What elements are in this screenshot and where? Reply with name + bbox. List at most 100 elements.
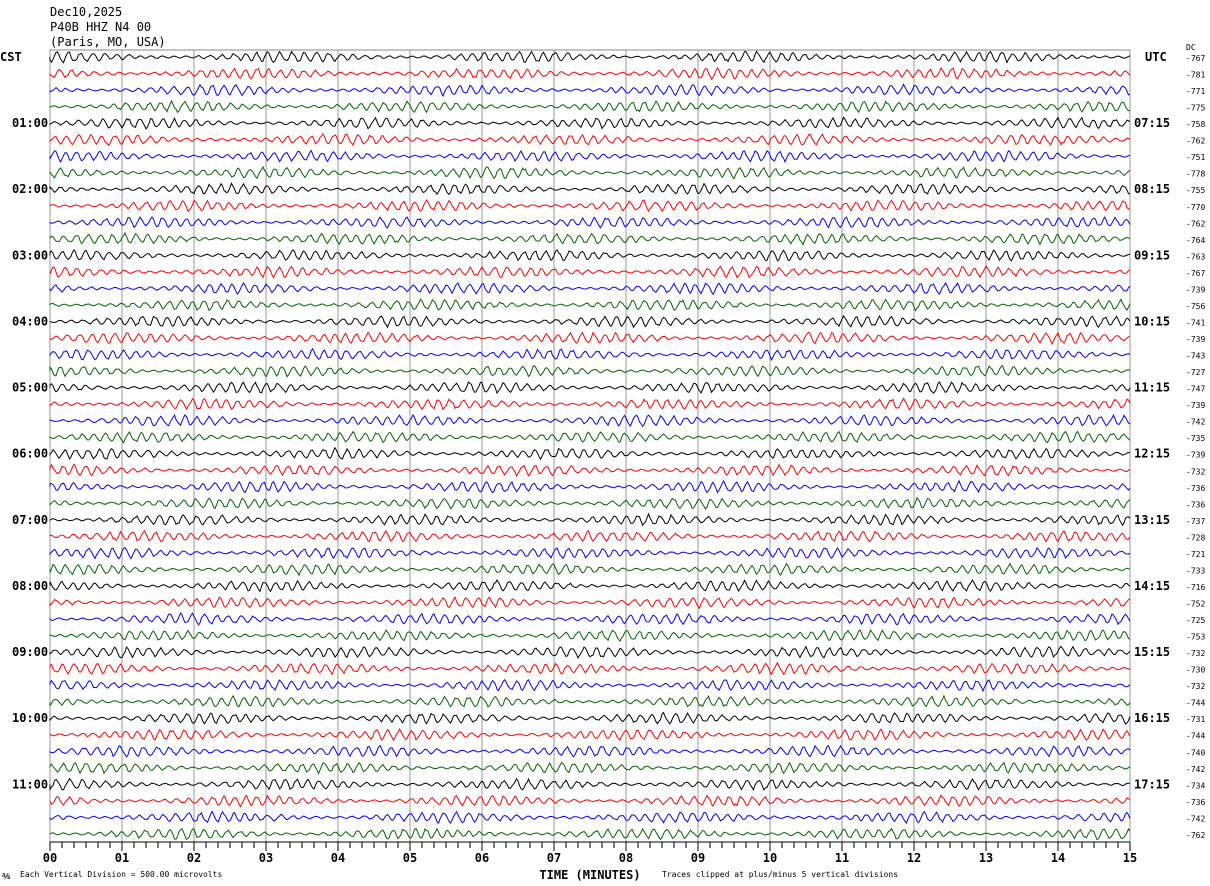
seismic-trace [49,612,1131,626]
x-tick-label: 05 [403,851,417,865]
seismic-trace [49,761,1131,775]
seismic-trace [49,794,1131,808]
dc-offset-label: -739 [1186,451,1205,460]
dc-offset-label: -733 [1186,566,1205,575]
dc-offset-label: -725 [1186,616,1205,625]
dc-offset-label: -770 [1186,203,1205,212]
dc-offset-label: -732 [1186,467,1205,476]
seismic-trace [49,347,1131,361]
cst-hour-label: 04:00 [12,314,48,328]
dc-offset-label: -742 [1186,765,1205,774]
right-timezone-label: UTC [1145,50,1167,64]
dc-offset-label: -764 [1186,236,1205,245]
utc-hour-label: 10:15 [1134,314,1170,328]
seismic-trace [49,381,1131,395]
seismic-trace [49,149,1131,164]
x-tick-label: 13 [979,851,993,865]
utc-hour-label: 09:15 [1134,248,1170,262]
dc-offset-label: -742 [1186,814,1205,823]
utc-hour-label: 16:15 [1134,711,1170,725]
dc-offset-label: -735 [1186,434,1205,443]
dc-offset-label: -736 [1186,484,1205,493]
x-tick-label: 11 [835,851,849,865]
seismic-trace [49,265,1131,279]
seismic-trace [49,744,1131,758]
x-tick-label: 03 [259,851,273,865]
location-label: (Paris, MO, USA) [50,35,166,49]
utc-hour-label: 13:15 [1134,513,1170,527]
seismic-trace [49,629,1131,642]
dc-label: DC [1186,43,1196,52]
seismic-trace [49,413,1131,428]
dc-offset-label: -756 [1186,302,1205,311]
dc-offset-label: -747 [1186,385,1205,394]
x-tick-label: 06 [475,851,489,865]
seismic-trace [49,496,1131,510]
cst-hour-label: 08:00 [12,579,48,593]
x-tick-label: 10 [763,851,777,865]
seismic-trace [49,446,1130,461]
station-label: P40B HHZ N4 00 [50,20,151,34]
traces [49,50,1131,841]
x-tick-label: 01 [115,851,129,865]
dc-offset-label: -743 [1186,352,1205,361]
seismic-trace [49,298,1131,312]
dc-offset-label: -730 [1186,666,1205,675]
x-tick-label: 15 [1123,851,1137,865]
seismic-trace [49,231,1131,246]
seismic-trace [49,529,1131,543]
seismic-trace [49,479,1131,494]
seismic-trace [49,678,1131,693]
dc-offset-label: -762 [1186,137,1205,146]
seismic-trace [49,182,1131,196]
seismic-trace [49,133,1131,147]
utc-hour-label: 14:15 [1134,579,1170,593]
cst-hour-label: 06:00 [12,447,48,461]
seismic-trace [49,777,1130,792]
dc-offset-label: -775 [1186,104,1205,113]
x-tick-label: 14 [1051,851,1065,865]
dc-offset-label: -762 [1186,219,1205,228]
seismic-trace [49,199,1131,213]
utc-hour-label: 07:15 [1134,116,1170,130]
x-tick-label: 04 [331,851,345,865]
dc-offset-label: -740 [1186,748,1205,757]
hour-labels: -767 -781 -771 -775 -758 -762 -751 -778 -755 -770… [12,54,1205,840]
seismic-trace [49,596,1131,610]
dc-offset-label: -767 [1186,54,1205,63]
seismic-trace [49,66,1131,81]
x-tick-label: 07 [547,851,561,865]
seismic-trace [49,397,1131,411]
seismic-trace [49,314,1131,329]
seismic-trace [49,364,1131,378]
seismic-trace [49,711,1131,725]
seismic-trace [49,248,1131,262]
cst-hour-label: 03:00 [12,248,48,262]
seismic-trace [49,728,1131,742]
scale-note: Each Vertical Division = 500.00 microvol… [20,870,222,879]
seismic-trace [49,546,1131,560]
x-tick-label: 02 [187,851,201,865]
dc-offset-label: -758 [1186,120,1205,129]
seismic-trace [49,512,1131,527]
dc-offset-label: -736 [1186,798,1205,807]
dc-offset-label: -763 [1186,252,1205,261]
dc-offset-label: -744 [1186,732,1205,741]
utc-hour-label: 11:15 [1134,381,1170,395]
dc-offset-label: -762 [1186,831,1205,840]
seismic-trace [49,165,1131,180]
utc-hour-label: 17:15 [1134,777,1170,791]
seismic-trace [49,83,1131,98]
dc-offset-label: -739 [1186,285,1205,294]
utc-hour-label: 12:15 [1134,447,1170,461]
plot-frame [49,49,1131,843]
cst-hour-label: 10:00 [12,711,48,725]
dc-offset-label: -753 [1186,633,1205,642]
dc-offset-label: -732 [1186,682,1205,691]
dc-offset-label: -742 [1186,418,1205,427]
seismic-trace [49,827,1131,841]
dc-offset-label: -755 [1186,186,1205,195]
seismic-trace [49,463,1131,478]
dc-offset-label: -736 [1186,500,1205,509]
